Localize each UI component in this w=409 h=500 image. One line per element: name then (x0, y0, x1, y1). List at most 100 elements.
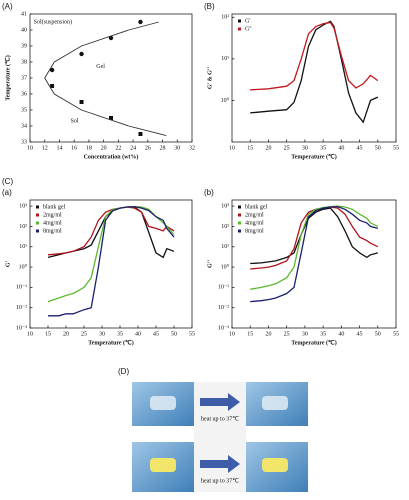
vial (262, 458, 288, 472)
legend-marker (238, 213, 241, 217)
plot-frame (231, 199, 397, 329)
y-tick-label: 33 (21, 139, 27, 145)
x-tick-label: 30 (302, 331, 308, 337)
x-tick-label: 30 (302, 145, 308, 151)
x-tick-label: 26 (145, 145, 151, 151)
legend-marker (36, 229, 39, 233)
marker (108, 35, 114, 41)
x-tick-label: 50 (171, 331, 177, 337)
vial (150, 458, 176, 472)
panel-label: (C) (2, 177, 13, 186)
series-line (250, 207, 378, 265)
y-tick-label: 37 (21, 75, 27, 81)
annotation: Sol (71, 119, 79, 125)
legend-marker (36, 205, 39, 209)
y-axis-label: G' & G'' (207, 67, 213, 90)
y-tick-label: 10² (221, 224, 229, 230)
legend-label: blank gel (245, 204, 267, 210)
legend-label: 2mg/ml (245, 212, 264, 218)
y-tick-label: 10⁻¹ (218, 285, 229, 291)
y-axis-label: Temperature (℃) (4, 55, 11, 101)
legend-marker (238, 19, 241, 23)
x-tick-label: 35 (117, 331, 123, 337)
series-line (47, 206, 175, 259)
y-tick-label: 10¹ (221, 244, 229, 250)
legend-label: 8mg/ml (245, 228, 264, 234)
y-tick-label: 10⁻¹ (16, 285, 27, 291)
vial (150, 396, 176, 410)
y-tick-label: 10⁻² (218, 305, 229, 311)
y-tick-label: 10² (19, 224, 27, 230)
y-tick-label: 10⁰ (221, 263, 230, 270)
x-tick-label: 35 (320, 331, 326, 337)
legend-label: 8mg/ml (43, 228, 62, 234)
legend-label: 4mg/ml (245, 220, 264, 226)
y-tick-label: 10⁰ (19, 263, 28, 270)
x-tick-label: 10 (229, 331, 235, 337)
marker (49, 67, 55, 73)
x-axis-label: Temperature (℃) (88, 339, 134, 346)
x-tick-label: 20 (265, 331, 271, 337)
y-tick-label: 41 (21, 11, 27, 17)
x-tick-label: 45 (153, 331, 159, 337)
plot-frame (29, 199, 193, 329)
x-tick-label: 55 (393, 331, 399, 337)
series-line (250, 205, 378, 303)
x-tick-label: 24 (130, 145, 136, 151)
y-tick-label: 34 (21, 123, 27, 129)
series-line (47, 206, 175, 256)
x-tick-label: 40 (338, 145, 344, 151)
annotation: Sol(suspension) (34, 18, 72, 25)
plot-frame (231, 13, 397, 143)
legend-label: 2mg/ml (43, 212, 62, 218)
panel-label: (a) (2, 188, 12, 197)
x-axis-label: Temperature (℃) (291, 153, 337, 160)
legend-marker (238, 27, 241, 31)
photo-panel: (D) heat up to 37℃ heat up to 37℃ (118, 367, 308, 492)
y-tick-label: 38 (21, 59, 27, 65)
series-line (47, 205, 175, 303)
marker (50, 84, 55, 88)
legend-label: blank gel (43, 204, 65, 210)
x-tick-label: 50 (375, 331, 381, 337)
x-tick-label: 45 (357, 331, 363, 337)
x-tick-label: 20 (265, 145, 271, 151)
series-line (250, 206, 379, 270)
x-tick-label: 10 (229, 145, 235, 151)
caption: heat up to 37℃ (201, 478, 239, 484)
y-tick-label: 10¹ (19, 244, 27, 250)
y-tick-label: 10⁻³ (218, 325, 229, 331)
x-tick-label: 25 (284, 331, 290, 337)
x-tick-label: 22 (115, 145, 121, 151)
x-tick-label: 15 (247, 145, 253, 151)
legend-label: G'' (245, 26, 252, 32)
arrow (200, 455, 240, 473)
plot-frame (29, 13, 193, 143)
y-axis-label: G'' (207, 260, 213, 268)
x-tick-label: 16 (71, 145, 77, 151)
arrow (200, 393, 240, 411)
series-line (250, 20, 379, 124)
x-tick-label: 10 (27, 331, 33, 337)
legend-marker (36, 221, 39, 225)
y-tick-label: 39 (21, 43, 27, 49)
series-line (250, 205, 379, 290)
y-tick-label: 10¹ (221, 56, 229, 62)
x-tick-label: 35 (320, 145, 326, 151)
legend-marker (238, 205, 241, 209)
vial (262, 396, 288, 410)
legend-label: 4mg/ml (43, 220, 62, 226)
x-tick-label: 25 (81, 331, 87, 337)
series-line (250, 21, 379, 91)
x-tick-label: 40 (135, 331, 141, 337)
x-axis-label: Temperature (℃) (291, 339, 337, 346)
fit-curve (44, 21, 167, 137)
x-tick-label: 25 (284, 145, 290, 151)
y-axis-label: G' (5, 261, 11, 268)
legend-label: G' (245, 18, 250, 24)
x-tick-label: 14 (56, 145, 62, 151)
marker (79, 100, 84, 104)
x-axis-label: Concentration (wt%) (84, 153, 139, 160)
legend-marker (238, 221, 241, 225)
x-tick-label: 30 (174, 145, 180, 151)
